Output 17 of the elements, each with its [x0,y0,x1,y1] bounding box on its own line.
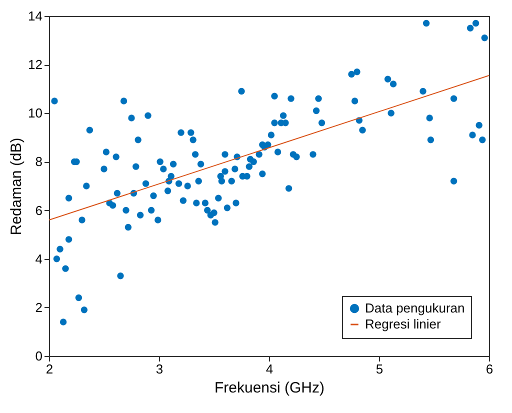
x-tick-label: 3 [156,362,164,376]
y-tick-label: 14 [28,8,42,24]
y-tick-label: 12 [28,57,42,72]
legend-label: Regresi linier [365,316,442,332]
y-tick-label: 2 [35,300,42,315]
x-tick-label: 6 [486,362,494,376]
legend-label: Data pengukuran [365,300,465,316]
y-tick-label: 0 [35,348,42,364]
x-axis-title: Frekuensi (GHz) [214,380,325,396]
x-tick-label: 4 [266,362,274,376]
y-axis-title: Redaman (dB) [8,138,26,236]
y-tick-label: 10 [28,106,42,121]
y-tick-label: 6 [35,202,42,218]
x-tick-label: 5 [376,362,384,376]
x-tick-label: 2 [46,362,54,376]
y-tick-label: 8 [35,154,42,170]
y-tick-label: 4 [35,251,42,266]
